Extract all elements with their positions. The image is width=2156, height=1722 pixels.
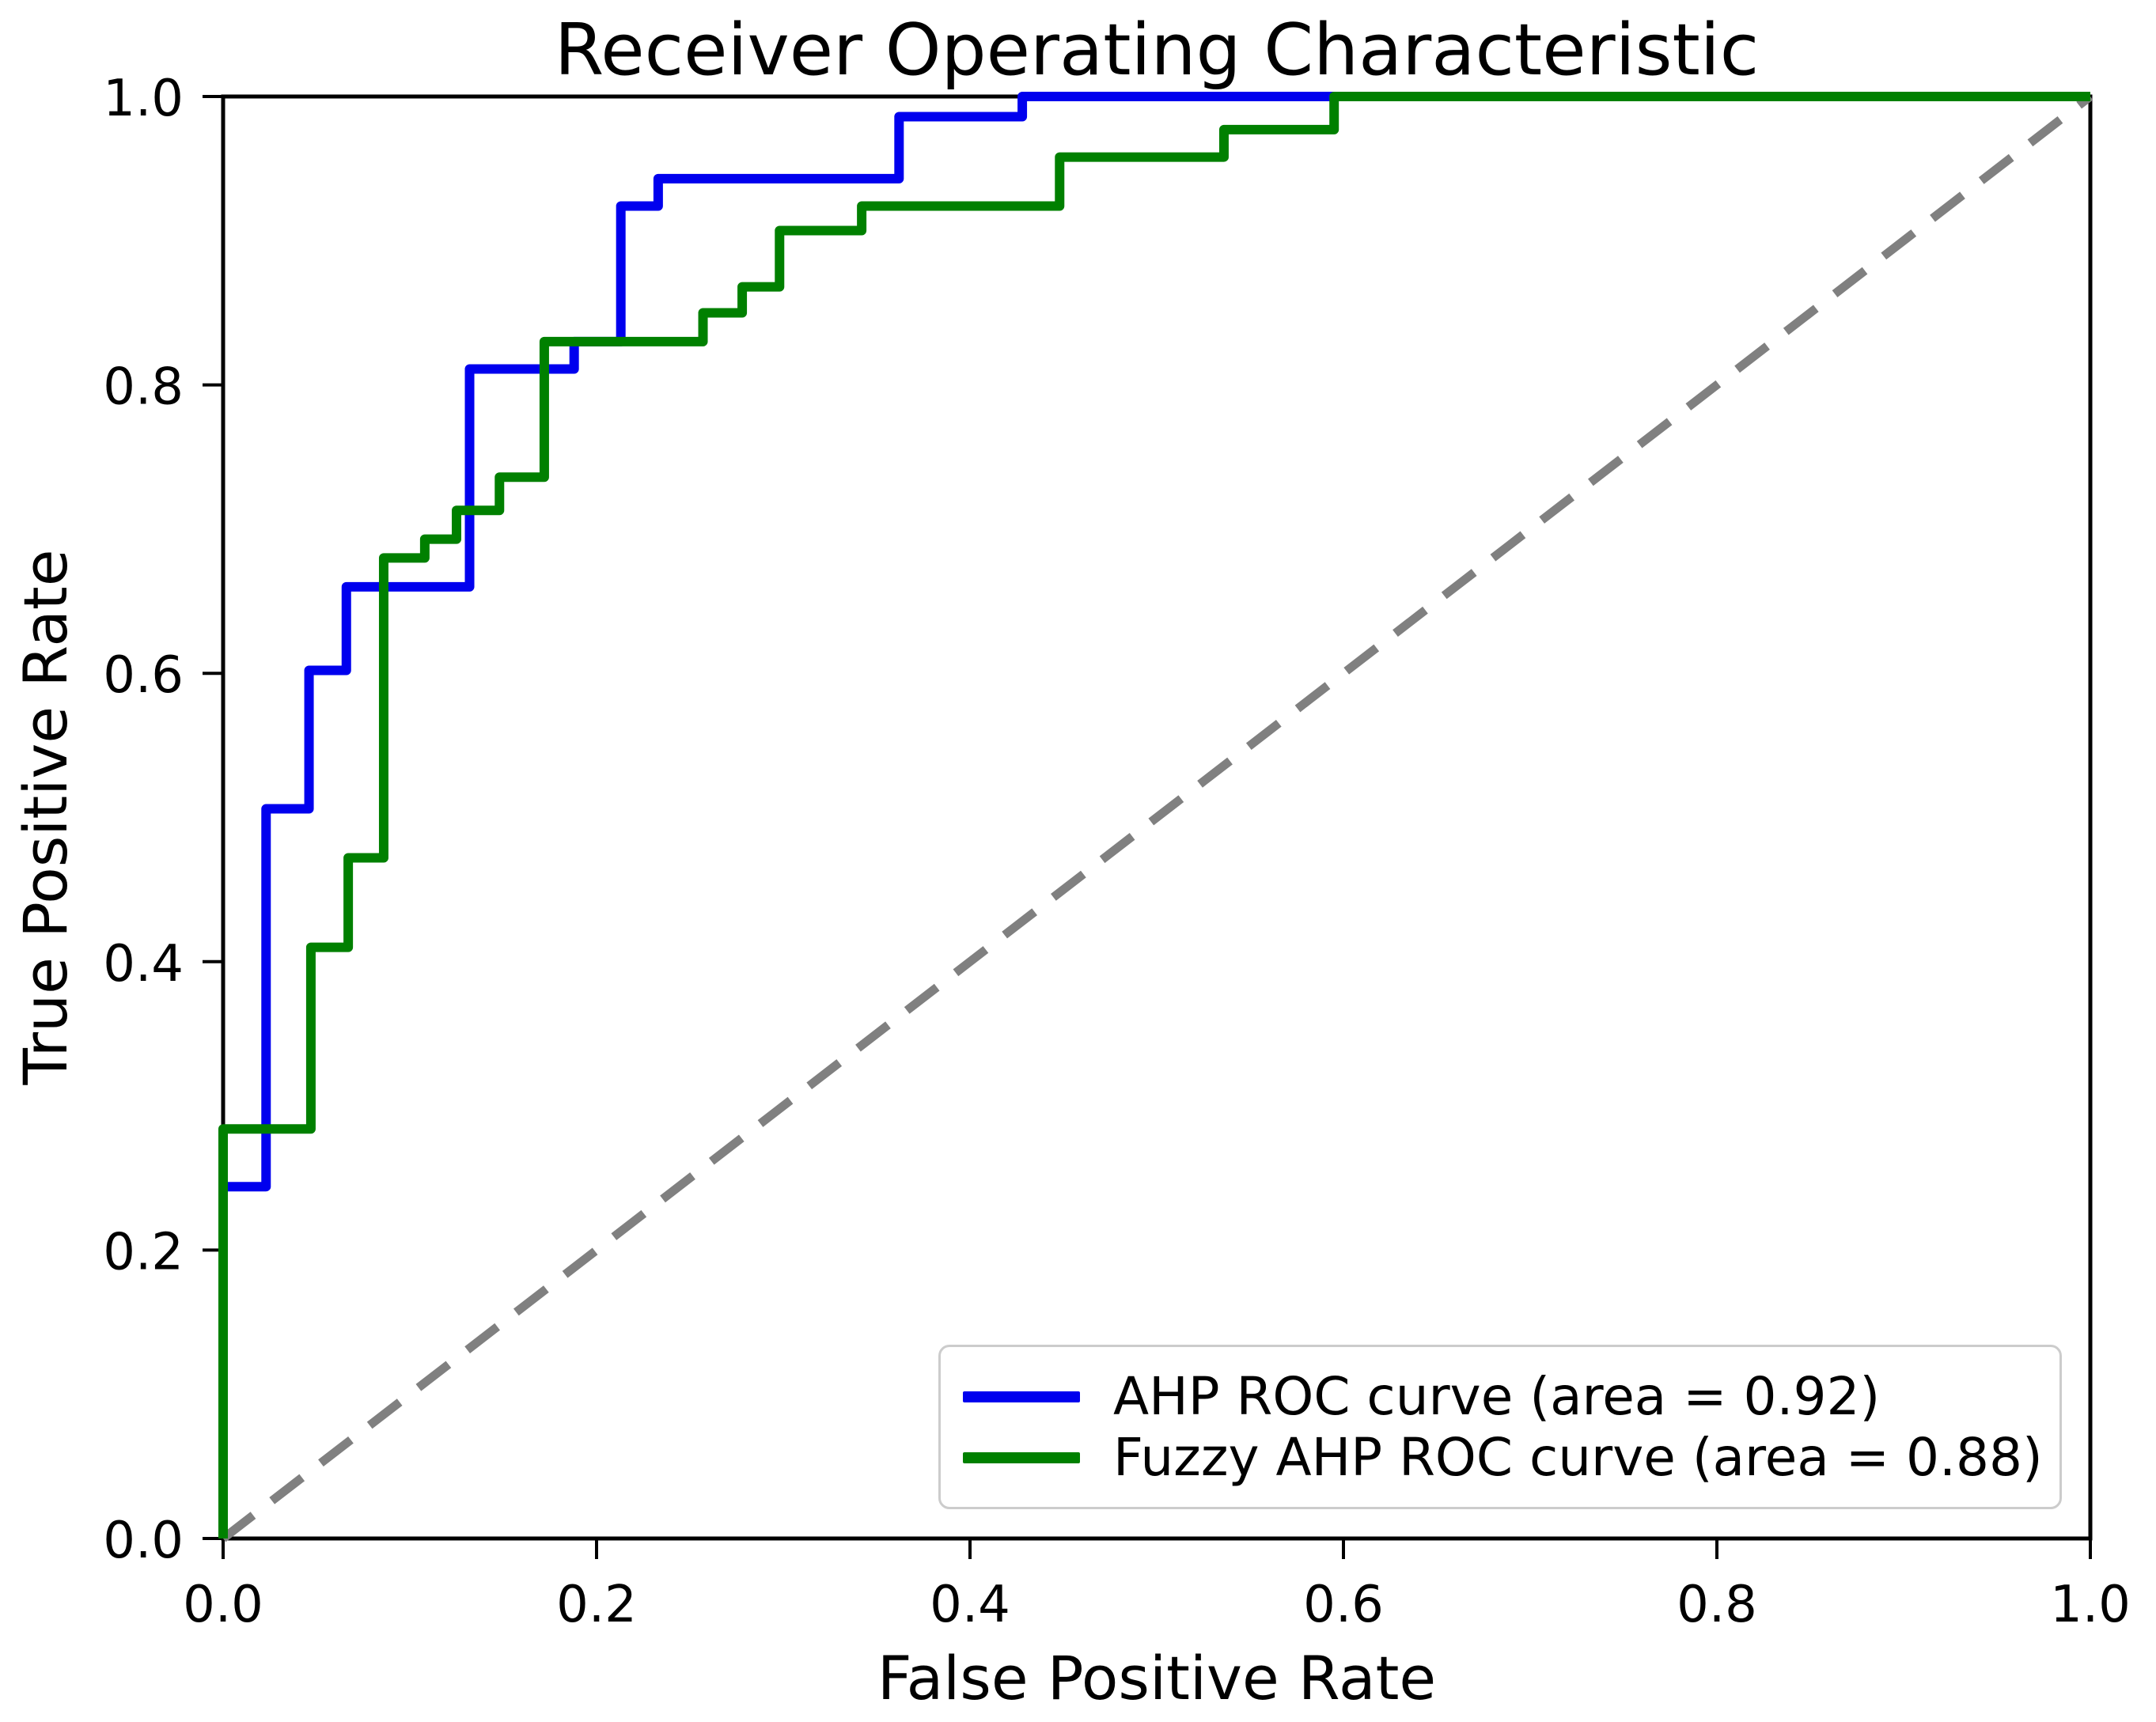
y-tick-label: 0.2 [103,1223,184,1281]
y-tick-label: 1.0 [103,70,184,128]
x-tick-label: 0.8 [1677,1576,1757,1634]
y-tick-label: 0.6 [103,646,184,705]
fuzzy-ahp-roc-curve [218,92,2090,1538]
chart-title: Receiver Operating Characteristic [555,9,1760,92]
x-tick-label: 1.0 [2050,1576,2131,1634]
legend-label-fuzzy-ahp: Fuzzy AHP ROC curve (area = 0.88) [1113,1426,2043,1488]
y-tick-label: 0.0 [103,1512,184,1570]
x-tick-label: 0.0 [183,1576,263,1634]
y-tick-label: 0.4 [103,935,184,993]
legend-label-ahp: AHP ROC curve (area = 0.92) [1113,1365,1881,1427]
legend-item-fuzzy-ahp: Fuzzy AHP ROC curve (area = 0.88) [963,1427,2043,1488]
x-axis-label: False Positive Rate [877,1643,1436,1713]
x-tick-label: 0.4 [930,1576,1010,1634]
y-tick-label: 0.8 [103,358,184,417]
legend-swatch-ahp [963,1391,1080,1402]
x-axis-ticks: 0.0 0.2 0.4 0.6 0.8 1.0 [183,1538,2131,1634]
legend-swatch-fuzzy-ahp [963,1451,1080,1463]
ahp-roc-curve [218,92,2090,1538]
y-axis-ticks: 0.0 0.2 0.4 0.6 0.8 1.0 [103,70,223,1570]
x-tick-label: 0.2 [556,1576,637,1634]
x-tick-label: 0.6 [1303,1576,1384,1634]
y-axis-label: True Positive Rate [10,550,81,1086]
chance-diagonal-line [220,93,2093,1542]
curves-layer [218,92,2093,1542]
legend: AHP ROC curve (area = 0.92) Fuzzy AHP RO… [938,1345,2062,1509]
legend-item-ahp: AHP ROC curve (area = 0.92) [963,1366,2037,1427]
